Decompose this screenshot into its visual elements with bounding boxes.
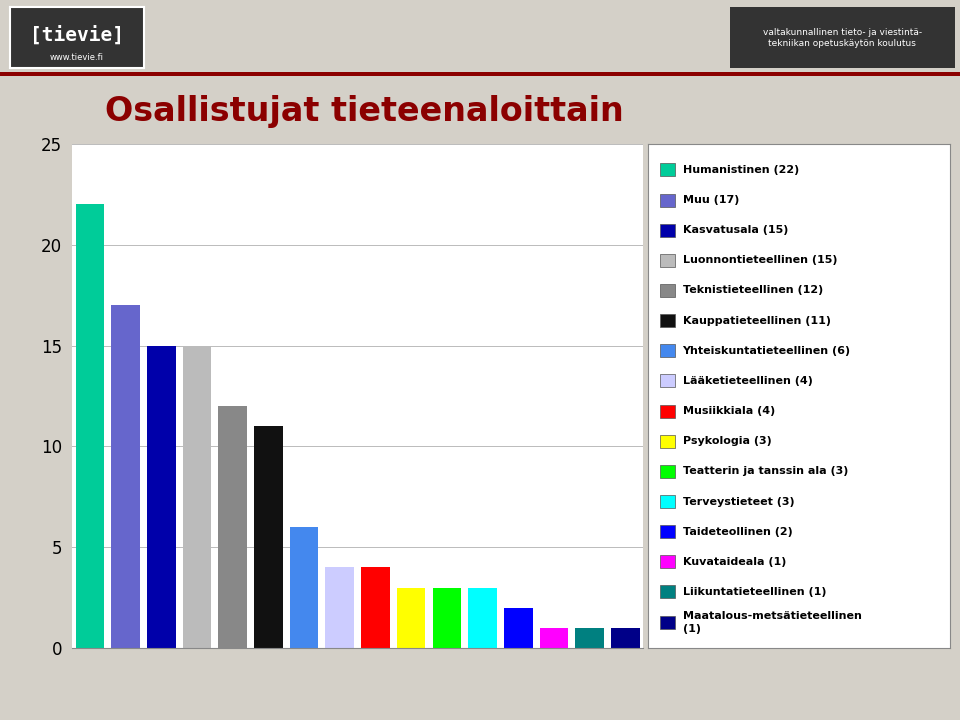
Text: Teatterin ja tanssin ala (3): Teatterin ja tanssin ala (3) — [683, 467, 848, 477]
Text: Muu (17): Muu (17) — [683, 195, 739, 205]
Text: Psykologia (3): Psykologia (3) — [683, 436, 771, 446]
Bar — [111, 305, 140, 648]
Text: Kasvatusala (15): Kasvatusala (15) — [683, 225, 788, 235]
Text: Luonnontieteellinen (15): Luonnontieteellinen (15) — [683, 256, 837, 266]
Text: Musiikkiala (4): Musiikkiala (4) — [683, 406, 775, 416]
Text: Lääketieteellinen (4): Lääketieteellinen (4) — [683, 376, 812, 386]
Bar — [575, 628, 604, 648]
Text: www.tievie.fi: www.tievie.fi — [50, 53, 104, 62]
Text: Teknistieteellinen (12): Teknistieteellinen (12) — [683, 285, 823, 295]
Text: Liikuntatieteellinen (1): Liikuntatieteellinen (1) — [683, 587, 826, 597]
Bar — [540, 628, 568, 648]
Bar — [325, 567, 354, 648]
Text: Osallistujat tieteenaloittain: Osallistujat tieteenaloittain — [106, 95, 624, 128]
Text: Taideteollinen (2): Taideteollinen (2) — [683, 526, 792, 536]
Bar — [504, 608, 533, 648]
Bar — [147, 346, 176, 648]
Bar — [218, 406, 247, 648]
Text: (1): (1) — [683, 624, 701, 634]
Bar — [182, 346, 211, 648]
Text: [tievie]: [tievie] — [30, 25, 124, 45]
Bar — [254, 426, 282, 648]
Text: Humanistinen (22): Humanistinen (22) — [683, 165, 799, 175]
Bar — [612, 628, 639, 648]
Bar — [468, 588, 497, 648]
Bar — [361, 567, 390, 648]
Text: valtakunnallinen tieto- ja viestintä-
tekniikan opetuskäytön koulutus: valtakunnallinen tieto- ja viestintä- te… — [763, 28, 922, 48]
Text: Terveystieteet (3): Terveystieteet (3) — [683, 497, 794, 507]
Text: Kauppatieteellinen (11): Kauppatieteellinen (11) — [683, 315, 830, 325]
Bar — [433, 588, 461, 648]
Bar — [76, 204, 104, 648]
Text: Yhteiskuntatieteellinen (6): Yhteiskuntatieteellinen (6) — [683, 346, 851, 356]
Bar — [290, 527, 319, 648]
Bar — [396, 588, 425, 648]
Text: Kuvataideala (1): Kuvataideala (1) — [683, 557, 786, 567]
Text: Maatalous-metsätieteellinen: Maatalous-metsätieteellinen — [683, 611, 861, 621]
